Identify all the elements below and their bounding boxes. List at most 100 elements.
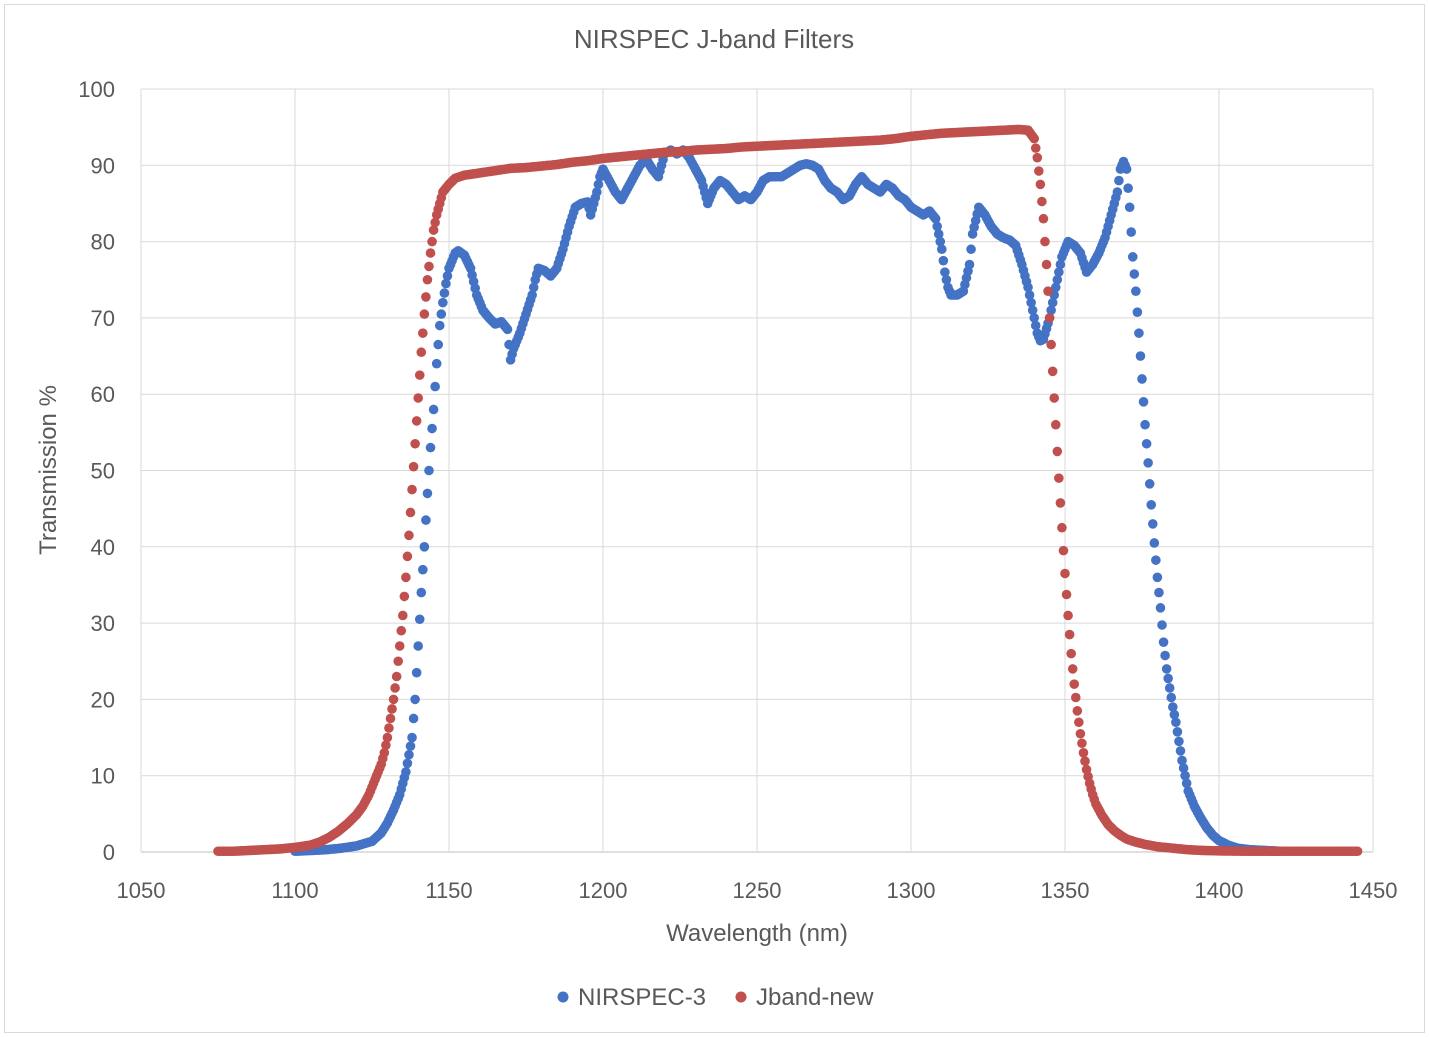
data-point-nirspec-3	[407, 732, 417, 743]
data-point-jband-new	[385, 713, 396, 724]
data-point-nirspec-3	[434, 320, 445, 331]
data-point-nirspec-3	[405, 741, 416, 751]
data-point-jband-new	[402, 551, 413, 562]
data-point-jband-new	[1067, 664, 1078, 674]
data-point-jband-new	[1074, 717, 1084, 728]
data-point-nirspec-3	[1151, 555, 1161, 565]
data-point-jband-new	[1034, 166, 1044, 176]
data-point-jband-new	[1040, 236, 1050, 247]
data-point-jband-new	[384, 723, 394, 733]
data-point-jband-new	[1057, 522, 1067, 533]
data-point-nirspec-3	[438, 297, 448, 308]
data-point-nirspec-3	[592, 187, 602, 197]
data-point-nirspec-3	[1144, 479, 1155, 489]
x-axis-title: Wavelength (nm)	[666, 920, 848, 947]
y-tick-label: 10	[91, 764, 115, 789]
y-axis-title: Transmission %	[35, 385, 62, 555]
data-point-nirspec-3	[1143, 458, 1153, 468]
data-point-jband-new	[404, 530, 414, 541]
data-point-nirspec-3	[1052, 274, 1063, 285]
x-tick-label: 1200	[579, 878, 628, 903]
data-point-jband-new	[390, 683, 400, 693]
data-point-jband-new	[401, 572, 411, 583]
data-point-nirspec-3	[1126, 227, 1137, 237]
data-point-jband-new	[1054, 473, 1064, 483]
data-point-nirspec-3	[1135, 351, 1146, 361]
x-tick-label: 1300	[887, 878, 936, 903]
y-tick-label: 70	[91, 306, 115, 331]
data-point-nirspec-3	[941, 274, 952, 285]
data-point-jband-new	[1078, 748, 1089, 758]
data-point-nirspec-3	[1166, 692, 1177, 703]
data-point-nirspec-3	[441, 278, 451, 289]
data-point-nirspec-3	[932, 221, 942, 232]
data-point-jband-new	[1066, 648, 1076, 659]
data-point-nirspec-3	[1121, 164, 1132, 174]
data-point-jband-new	[1063, 610, 1073, 621]
data-point-nirspec-3	[1127, 252, 1138, 262]
data-point-jband-new	[391, 671, 402, 682]
chart-title: NIRSPEC J-band Filters	[574, 24, 854, 54]
data-point-jband-new	[381, 740, 391, 750]
data-point-nirspec-3	[1140, 419, 1150, 430]
data-point-jband-new	[1037, 196, 1047, 207]
data-point-jband-new	[1046, 339, 1056, 350]
data-point-jband-new	[416, 347, 427, 358]
data-point-jband-new	[421, 292, 431, 302]
data-point-nirspec-3	[422, 488, 433, 499]
data-point-jband-new	[405, 507, 416, 518]
data-point-nirspec-3	[1050, 282, 1061, 293]
data-point-jband-new	[1052, 446, 1063, 457]
data-point-jband-new	[427, 236, 437, 247]
data-point-nirspec-3	[404, 749, 414, 760]
data-point-nirspec-3	[1149, 538, 1160, 548]
data-point-jband-new	[1030, 143, 1041, 153]
chart-area	[4, 4, 1425, 1033]
y-tick-label: 20	[91, 687, 115, 712]
data-point-jband-new	[419, 309, 430, 319]
legend-marker-jband-new	[735, 991, 747, 1003]
data-point-jband-new	[1050, 419, 1061, 430]
data-point-nirspec-3	[430, 381, 440, 392]
y-tick-label: 60	[91, 382, 115, 407]
data-point-jband-new	[1061, 589, 1072, 600]
data-point-nirspec-3	[442, 271, 453, 281]
data-point-nirspec-3	[1132, 307, 1143, 317]
data-point-jband-new	[398, 610, 408, 621]
data-point-nirspec-3	[1154, 587, 1164, 598]
data-point-nirspec-3	[408, 713, 419, 724]
data-point-jband-new	[1064, 629, 1075, 640]
y-tick-label: 100	[78, 77, 115, 102]
data-point-nirspec-3	[1114, 175, 1124, 186]
data-point-jband-new	[1075, 728, 1086, 739]
data-point-nirspec-3	[1164, 683, 1175, 693]
data-point-jband-new	[1038, 213, 1049, 224]
data-point-nirspec-3	[1160, 650, 1170, 661]
data-point-nirspec-3	[1054, 267, 1064, 277]
data-point-jband-new	[399, 591, 410, 602]
data-point-nirspec-3	[433, 339, 444, 350]
tick-labels: 0 10 20 30 40 50 60 70 80 90 100 1050 1100 1150 1200 12…	[78, 77, 1397, 903]
y-tick-label: 80	[91, 230, 115, 255]
data-point-jband-new	[430, 217, 440, 228]
data-point-nirspec-3	[938, 255, 949, 266]
data-point-jband-new	[428, 225, 439, 235]
data-point-jband-new	[1080, 756, 1090, 766]
data-point-nirspec-3	[1175, 746, 1186, 756]
data-point-nirspec-3	[1146, 500, 1157, 510]
data-point-nirspec-3	[1168, 702, 1178, 712]
data-point-nirspec-3	[1124, 202, 1135, 213]
data-point-nirspec-3	[1158, 637, 1169, 647]
data-point-nirspec-3	[1172, 727, 1183, 737]
data-point-nirspec-3	[593, 179, 604, 190]
data-point-nirspec-3	[1023, 282, 1033, 293]
data-point-nirspec-3	[1047, 297, 1058, 308]
data-point-jband-new	[422, 274, 433, 285]
data-point-jband-new	[414, 370, 425, 380]
data-point-jband-new	[1029, 133, 1039, 144]
data-point-nirspec-3	[1138, 397, 1149, 407]
legend-marker-nirspec-3	[557, 991, 569, 1003]
data-point-nirspec-3	[421, 515, 431, 525]
data-point-nirspec-3	[427, 423, 437, 434]
data-point-nirspec-3	[1155, 603, 1166, 613]
